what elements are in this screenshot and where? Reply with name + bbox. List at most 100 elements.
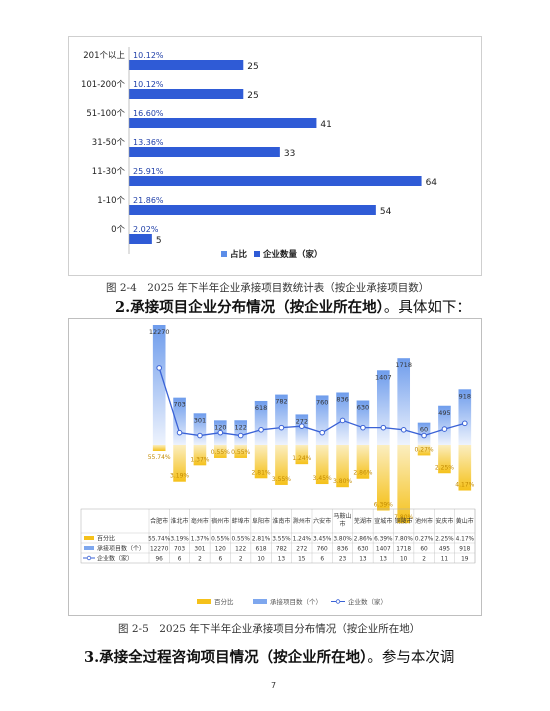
table-cell-percent: 2.25% — [435, 537, 454, 543]
table-cell-enterprises: 6 — [320, 557, 324, 563]
count-label: 41 — [320, 120, 331, 130]
table-cell-projects: 12270 — [150, 547, 169, 553]
table-header-city: 芜湖市 — [354, 517, 372, 525]
row-key-percent — [84, 536, 94, 540]
legend-swatch-projects — [253, 599, 267, 604]
table-header-city: 滁州市 — [293, 517, 311, 525]
project-value-label: 618 — [255, 404, 267, 412]
heading-2-title: 承接项目企业分布情况（按企业所在地） — [130, 299, 384, 316]
project-value-label: 60 — [420, 426, 428, 434]
heading-3-number: 3. — [84, 649, 100, 666]
table-cell-projects: 120 — [215, 547, 226, 553]
table-cell-percent: 7.80% — [394, 537, 413, 543]
percent-value-label: 4.17% — [455, 482, 474, 489]
row-key-projects — [84, 546, 94, 550]
legend-label-percent: 占比 — [230, 249, 248, 260]
project-bar — [275, 394, 288, 445]
count-label: 25 — [247, 91, 258, 101]
table-cell-enterprises: 10 — [400, 557, 408, 563]
table-header-city: 宣城市 — [374, 517, 392, 525]
percent-label: 10.12% — [133, 51, 164, 60]
row-label-projects: 承接项目数（个） — [97, 545, 145, 553]
percent-value-label: 3.19% — [170, 473, 189, 480]
percent-bar — [213, 445, 227, 458]
table-cell-enterprises: 96 — [155, 557, 163, 563]
table-cell-percent: 2.81% — [252, 537, 271, 543]
percent-bar — [234, 445, 248, 458]
category-label: 51-100个 — [86, 109, 125, 119]
project-value-label: 760 — [316, 398, 328, 406]
table-cell-percent: 3.55% — [272, 537, 291, 543]
percent-value-label: 0.55% — [231, 449, 250, 456]
legend-swatch-percent — [221, 251, 227, 257]
table-cell-projects: 495 — [439, 547, 450, 553]
table-cell-percent: 6.39% — [374, 537, 393, 543]
percent-bar — [193, 445, 207, 466]
row-key-enterprises-dot — [86, 555, 92, 561]
category-label: 31-50个 — [92, 138, 126, 148]
project-value-label: 122 — [234, 423, 246, 431]
enterprise-count-point — [380, 424, 387, 431]
enterprise-count-point — [217, 429, 224, 436]
percent-bar — [336, 445, 349, 488]
chart1-svg: 201个以上 10.12% 25 101-200个 10.12% 25 51-100个 16.… — [81, 47, 437, 260]
enterprise-count-point — [421, 432, 427, 439]
percent-label: 16.60% — [133, 109, 164, 118]
count-bar — [129, 205, 376, 215]
count-bar — [129, 89, 244, 99]
percent-bar — [152, 445, 166, 451]
table-cell-projects: 301 — [194, 547, 205, 553]
legend-swatch-percent — [197, 599, 211, 604]
percent-value-label: 1.24% — [292, 455, 311, 462]
table-cell-projects: 703 — [174, 547, 185, 553]
legend-label-enterprises: 企业数（家） — [348, 597, 387, 606]
project-value-label: 703 — [173, 401, 185, 409]
regional-distribution-chart: 12270 55.74% 703 3.19% 301 1.37% 120 0.55% 122 0.… — [68, 318, 482, 616]
table-header-city: 马鞍山 — [334, 512, 352, 520]
project-value-label: 120 — [214, 423, 226, 431]
table-cell-enterprises: 6 — [218, 557, 222, 563]
table-cell-enterprises: 19 — [461, 557, 469, 563]
table-cell-enterprises: 13 — [380, 557, 388, 563]
enterprise-count-point — [360, 424, 366, 431]
enterprise-count-point — [400, 427, 407, 433]
percent-value-label: 55.74% — [148, 454, 171, 461]
project-bar — [254, 400, 268, 445]
table-header-city: 池州市 — [415, 517, 433, 525]
percent-value-label: 2.25% — [435, 464, 454, 471]
percent-bar — [254, 445, 268, 479]
table-cell-enterprises: 13 — [359, 557, 367, 563]
table-cell-percent: 55.74% — [148, 537, 171, 543]
table-header-city: 淮南市 — [272, 517, 290, 525]
count-bar — [129, 176, 422, 186]
table-cell-projects: 630 — [357, 547, 368, 553]
table-cell-enterprises: 15 — [298, 557, 306, 563]
percent-bar — [376, 445, 390, 511]
count-label: 5 — [156, 236, 162, 246]
percent-bar — [397, 445, 411, 524]
enterprise-count-line — [158, 367, 465, 437]
project-value-label: 272 — [296, 417, 308, 425]
project-value-label: 1407 — [375, 373, 392, 381]
project-value-label: 1718 — [395, 361, 412, 369]
table-cell-percent: 2.86% — [354, 537, 373, 543]
table-cell-enterprises: 13 — [278, 557, 286, 563]
enterprise-count-point — [299, 423, 305, 429]
figure-caption-2-5: 图 2-5 2025 年下半年企业承接项目分布情况（按企业所在地） — [118, 623, 421, 635]
percent-bar — [315, 445, 329, 485]
table-header-city: 合肥市 — [150, 517, 168, 525]
project-value-label: 301 — [194, 416, 206, 424]
legend-label-count: 企业数量（家） — [262, 249, 323, 260]
table-cell-percent: 4.17% — [456, 537, 475, 543]
table-cell-enterprises: 2 — [239, 557, 243, 563]
percent-value-label: 6.39% — [374, 502, 393, 509]
percent-value-label: 0.55% — [211, 449, 230, 456]
project-bar — [397, 358, 411, 445]
heading-3-tail: 。参与本次调 — [367, 650, 455, 666]
enterprise-count-point — [176, 429, 183, 436]
enterprise-count-point — [156, 365, 162, 371]
percent-value-label: 7.80% — [394, 514, 413, 521]
percent-value-label: 3.45% — [313, 475, 332, 482]
project-value-label: 630 — [357, 404, 369, 412]
row-label-percent: 百分比 — [97, 535, 115, 543]
